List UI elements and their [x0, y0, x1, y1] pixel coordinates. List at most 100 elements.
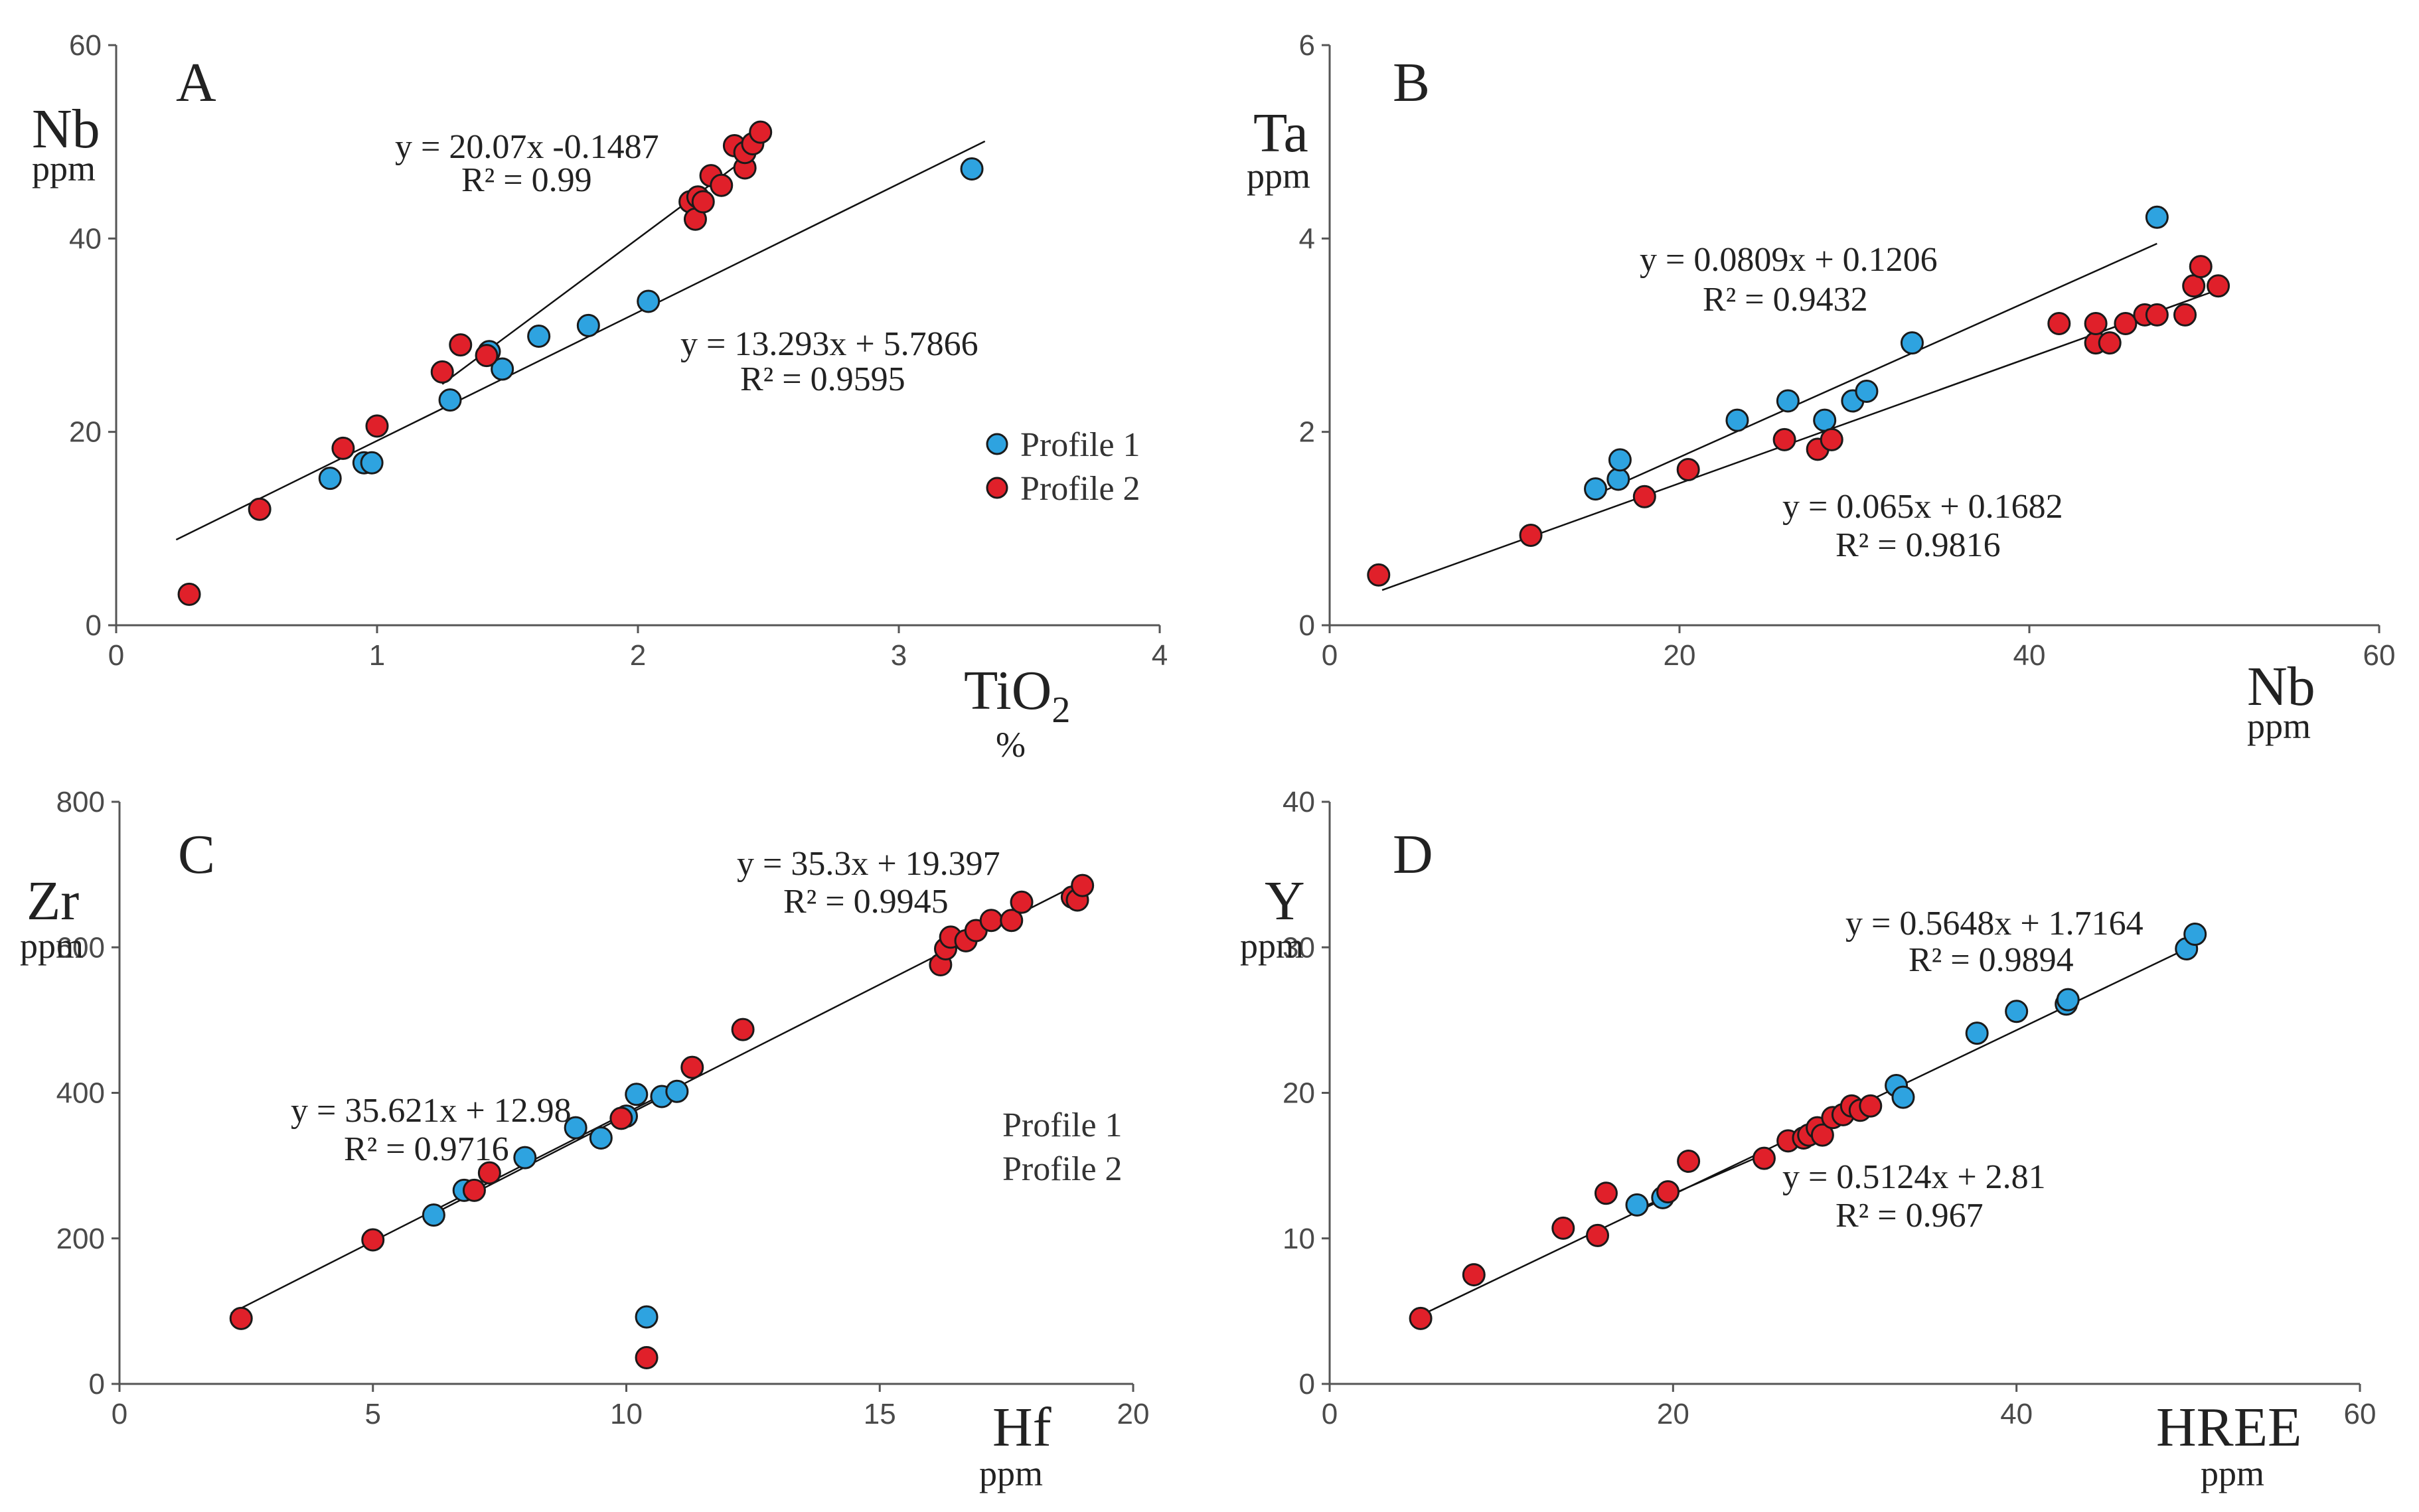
panel-b-fit-line-1	[1591, 242, 2157, 497]
panel-b-point-profile-2	[2207, 274, 2230, 298]
panel-c-letter: C	[178, 824, 215, 885]
panel-d-point-profile-2	[1656, 1180, 1680, 1204]
panel-c-point-profile-2	[1071, 873, 1095, 897]
panel-b: 0 20 40 60 0 2 4 6 B Ta ppm Nb ppm y = 0.0809x …	[1247, 29, 2395, 746]
panel-a-fit-r2-profile-2: R² = 0.99	[461, 161, 592, 199]
panel-c-legend: Profile 1 Profile 2	[1002, 1106, 1123, 1188]
panel-c-fit-r2-profile-2: R² = 0.9945	[783, 883, 949, 921]
panel-c-x-unit: ppm	[979, 1454, 1043, 1493]
panel-b-axes	[1328, 45, 2379, 627]
panel-c-point-profile-2	[462, 1178, 486, 1202]
panel-b-point-profile-2	[1519, 524, 1543, 548]
panel-a-x-tick-label: 2	[630, 639, 646, 672]
panel-b-point-profile-2	[2145, 303, 2169, 327]
panel-b-x-tick-label: 60	[2363, 639, 2396, 672]
panel-d-x-tick-label: 40	[2000, 1398, 2033, 1430]
panel-a-point-profile-2	[365, 414, 389, 438]
panel-b-point-profile-1	[1855, 379, 1879, 403]
panel-a-fit-r2-profile-1: R² = 0.9595	[740, 360, 905, 398]
panel-b-x-tick-label: 40	[2013, 639, 2046, 672]
panel-c-points	[229, 873, 1095, 1370]
panel-a-x-tick-label: 4	[1152, 639, 1168, 672]
panel-b-point-profile-1	[1776, 389, 1800, 413]
panel-b-x-tick-label: 20	[1664, 639, 1696, 672]
panel-b-fit-r2-profile-1: R² = 0.9432	[1703, 281, 1868, 319]
panel-b-point-profile-1	[1608, 448, 1632, 472]
panel-d-x-tick-label: 60	[2344, 1398, 2377, 1430]
panel-d-x-variable: HREE	[2156, 1397, 2302, 1458]
panel-d-point-profile-2	[1677, 1150, 1701, 1173]
panel-c-point-profile-1	[635, 1305, 659, 1329]
panel-d-points	[1409, 923, 2207, 1330]
panel-b-point-profile-2	[2173, 303, 2197, 327]
panel-b-fit-r2-profile-2: R² = 0.9816	[1835, 526, 2001, 564]
panel-a-point-profile-1	[637, 289, 661, 313]
panel-b-letter: B	[1393, 52, 1430, 113]
panel-b-x-variable: Nb	[2247, 656, 2315, 718]
panel-d-point-profile-1	[1891, 1085, 1915, 1109]
panel-a-x-variable: TiO2	[964, 660, 1070, 731]
panel-c-y-unit: ppm	[20, 926, 84, 966]
panel-d-y-unit: ppm	[1240, 926, 1304, 966]
panel-a-fit-equation-profile-1: y = 13.293x + 5.7866	[680, 325, 978, 363]
panel-b-point-profile-1	[1725, 408, 1749, 432]
panel-c-point-profile-2	[979, 909, 1003, 933]
panel-a-point-profile-1	[491, 357, 514, 381]
panel-d-y-variable: Y	[1265, 870, 1305, 932]
panel-c-point-profile-1	[564, 1116, 587, 1140]
panel-d-y-tick-label: 0	[1299, 1368, 1315, 1400]
panel-b-point-profile-2	[2182, 274, 2206, 298]
panel-c-y-tick-label: 800	[56, 786, 105, 818]
panel-a-y-unit: ppm	[32, 149, 96, 189]
panel-d-point-profile-1	[1625, 1193, 1649, 1217]
panel-a-points	[177, 120, 984, 606]
panel-a-fit-equation-profile-2: y = 20.07x -0.1487	[395, 128, 659, 166]
panel-c-fit-equation-profile-1: y = 35.621x + 12.98	[291, 1092, 572, 1130]
panel-b-point-profile-2	[1367, 563, 1391, 587]
panel-b-point-profile-2	[2047, 312, 2071, 336]
panel-a-point-profile-2	[475, 344, 499, 368]
panel-c-y-variable: Zr	[27, 870, 79, 932]
panel-c-fit-r2-profile-1: R² = 0.9716	[344, 1130, 509, 1168]
panel-c-axes	[118, 802, 1133, 1385]
panel-d-point-profile-2	[1551, 1216, 1575, 1240]
panel-b-point-profile-2	[2114, 312, 2138, 336]
panel-a-letter: A	[176, 52, 216, 113]
panel-a-legend: Profile 1 Profile 2	[986, 426, 1140, 508]
panel-c-point-profile-2	[477, 1161, 501, 1185]
panel-a-point-profile-2	[710, 173, 734, 197]
panel-c-legend-label-profile-1: Profile 1	[1002, 1106, 1123, 1144]
panel-d-fit-equation-profile-2: y = 0.5124x + 2.81	[1782, 1158, 2046, 1196]
panel-c-x-tick-label: 20	[1117, 1398, 1150, 1430]
panel-d-ticks: 0 20 40 60 0 10 20 30 40	[1283, 786, 2376, 1430]
panel-b-y-tick-label: 2	[1299, 416, 1315, 449]
panel-d-point-profile-1	[2183, 923, 2207, 946]
panel-c-point-profile-1	[625, 1083, 649, 1106]
panel-d-y-tick-label: 10	[1283, 1223, 1315, 1255]
panel-d-point-profile-2	[1752, 1146, 1776, 1170]
panel-b-point-profile-1	[1900, 331, 1924, 355]
panel-b-point-profile-1	[1584, 477, 1608, 501]
panel-b-point-profile-1	[2145, 205, 2169, 229]
panel-c-y-tick-label: 200	[56, 1223, 105, 1255]
panel-c-point-profile-2	[635, 1346, 659, 1370]
legend-label-profile-2: Profile 2	[1020, 470, 1140, 508]
panel-b-point-profile-2	[1772, 427, 1796, 451]
legend-marker-profile-2	[986, 477, 1008, 499]
panel-a-point-profile-1	[960, 157, 984, 181]
panel-d-point-profile-2	[1859, 1094, 1883, 1118]
panel-c-point-profile-1	[513, 1146, 537, 1170]
panel-a-y-variable: Nb	[32, 98, 100, 160]
panel-b-point-profile-2	[1820, 427, 1843, 451]
panel-c-point-profile-1	[665, 1079, 689, 1103]
panel-a-point-profile-1	[360, 451, 384, 475]
panel-b-fit-equation-profile-2: y = 0.065x + 0.1682	[1782, 488, 2063, 526]
panel-b-point-profile-2	[1632, 485, 1656, 508]
panel-a-fit-line-2	[175, 140, 986, 541]
panel-c-x-tick-label: 15	[864, 1398, 896, 1430]
panel-b-y-tick-label: 6	[1299, 29, 1315, 62]
panel-c-point-profile-2	[1010, 890, 1034, 914]
panel-b-fit-equation-profile-1: y = 0.0809x + 0.1206	[1640, 241, 1938, 279]
panel-c-point-profile-2	[1000, 909, 1024, 933]
